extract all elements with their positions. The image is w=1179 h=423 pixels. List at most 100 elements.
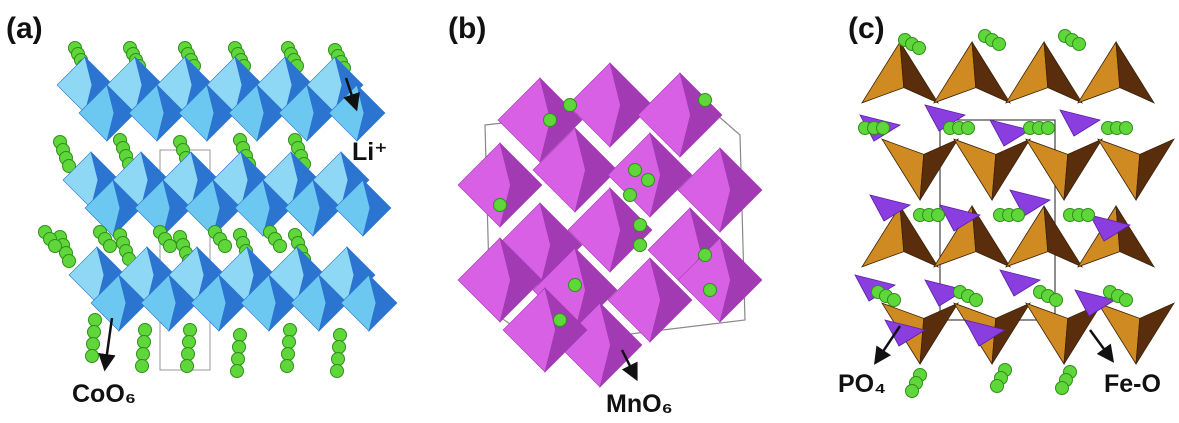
octahedron-face (719, 237, 763, 323)
lithium-ion (230, 364, 244, 378)
lithium-ion (990, 379, 1004, 393)
lithium-ion (180, 359, 194, 373)
lithium-ion (231, 352, 245, 366)
lithium-ion (931, 208, 945, 222)
lithium-ion (905, 384, 919, 398)
octahedron-face (368, 274, 398, 332)
annotation: Li⁺ (352, 138, 387, 166)
octahedron-face (649, 132, 693, 218)
octahedron-face (356, 84, 386, 142)
annotation: Fe-O (1104, 370, 1161, 398)
feo-polyhedron (1115, 41, 1156, 104)
lithium-ion (1119, 121, 1133, 135)
lithium-ion (992, 37, 1006, 51)
panel-label: (a) (6, 12, 43, 45)
feo-polyhedron (1043, 205, 1084, 268)
octahedron-face (68, 246, 105, 304)
octahedron-face (457, 237, 511, 323)
lithium-ion (543, 113, 557, 127)
labels: (a) (b) (c) Li⁺ CoO₆ MnO₆ PO₄ Fe-O (6, 12, 1161, 418)
octahedron-face (499, 237, 543, 323)
lithium-ion (181, 347, 195, 361)
feo-polyhedron (971, 41, 1012, 104)
lithium-ion (163, 239, 177, 253)
lithium-ion (182, 335, 196, 349)
lithium-ion (887, 293, 901, 307)
octahedron-face (262, 179, 292, 237)
arrow (1088, 329, 1115, 363)
lithium-ion (703, 283, 717, 297)
po4-tetrahedron (1059, 109, 1102, 137)
lithium-ion (1119, 293, 1133, 307)
lithium-ion (218, 239, 232, 253)
octahedron-face (56, 56, 93, 114)
po4-tetrahedron (1009, 189, 1052, 217)
lithium-ion (137, 335, 151, 349)
lithium-ion (493, 198, 507, 212)
feo-polyhedron (899, 41, 940, 104)
feo-polyhedron (899, 205, 940, 268)
annotation: MnO₆ (606, 390, 673, 418)
octahedron-face (609, 187, 653, 273)
lithium-ion (48, 239, 62, 253)
feo-polyhedron (1025, 302, 1069, 366)
octahedron-face (118, 274, 148, 332)
octahedron-face (362, 179, 392, 237)
feo-polyhedron (1097, 302, 1141, 366)
lithium-ion (233, 328, 247, 342)
lithium-ion (563, 98, 577, 112)
annotation: CoO₆ (72, 380, 136, 408)
po4-tetrahedron (884, 319, 927, 347)
feo-polyhedron (953, 138, 997, 202)
lithium-ion (333, 328, 347, 342)
lithium-ion (698, 248, 712, 262)
octahedron-face (609, 62, 653, 148)
feo-polyhedron (971, 205, 1012, 268)
po4-tetrahedron (999, 269, 1042, 297)
panel-label: (c) (848, 12, 885, 45)
lithium-ion (1072, 37, 1086, 51)
octahedron-face (719, 147, 763, 233)
lithium-ion (280, 359, 294, 373)
octahedron-face (599, 302, 643, 388)
lithium-ion (183, 323, 197, 337)
lithium-ion (633, 238, 647, 252)
lithium-ion (282, 335, 296, 349)
lithium-ion (876, 121, 890, 135)
lithium-ion (283, 323, 297, 337)
octahedron-face (306, 84, 336, 142)
lithium-ion (568, 278, 582, 292)
structures (38, 29, 1176, 398)
lithium-ion (138, 323, 152, 337)
octahedron-face (256, 84, 286, 142)
lithium-ion (1081, 208, 1095, 222)
octahedron-face (649, 257, 693, 343)
po4-tetrahedron (989, 119, 1032, 147)
octahedron-face (206, 84, 236, 142)
lithium-ion (88, 313, 102, 327)
lithium-ion (641, 173, 655, 187)
po4-tetrahedron (924, 279, 967, 307)
lithium-ion (232, 340, 246, 354)
feo-polyhedron (991, 138, 1032, 201)
feo-polyhedron (1097, 138, 1141, 202)
octahedron-face (457, 142, 511, 228)
arrow (343, 77, 360, 112)
lithium-ion (331, 352, 345, 366)
feo-polyhedron (1063, 302, 1104, 365)
po4-tetrahedron (1089, 214, 1132, 242)
octahedron-face (312, 179, 342, 237)
lithium-ion (85, 349, 99, 363)
octahedron-face (106, 84, 136, 142)
octahedron-face (168, 274, 198, 332)
panel-label: (b) (448, 12, 486, 45)
arrow (98, 317, 116, 372)
lithium-ion (332, 340, 346, 354)
lithium-ion (633, 218, 647, 232)
octahedron-face (218, 274, 248, 332)
lithium-ion (1055, 381, 1069, 395)
lithium-ion (912, 41, 926, 55)
feo-polyhedron (991, 302, 1032, 365)
feo-polyhedron (1043, 41, 1084, 104)
feo-polyhedron (1135, 302, 1176, 365)
